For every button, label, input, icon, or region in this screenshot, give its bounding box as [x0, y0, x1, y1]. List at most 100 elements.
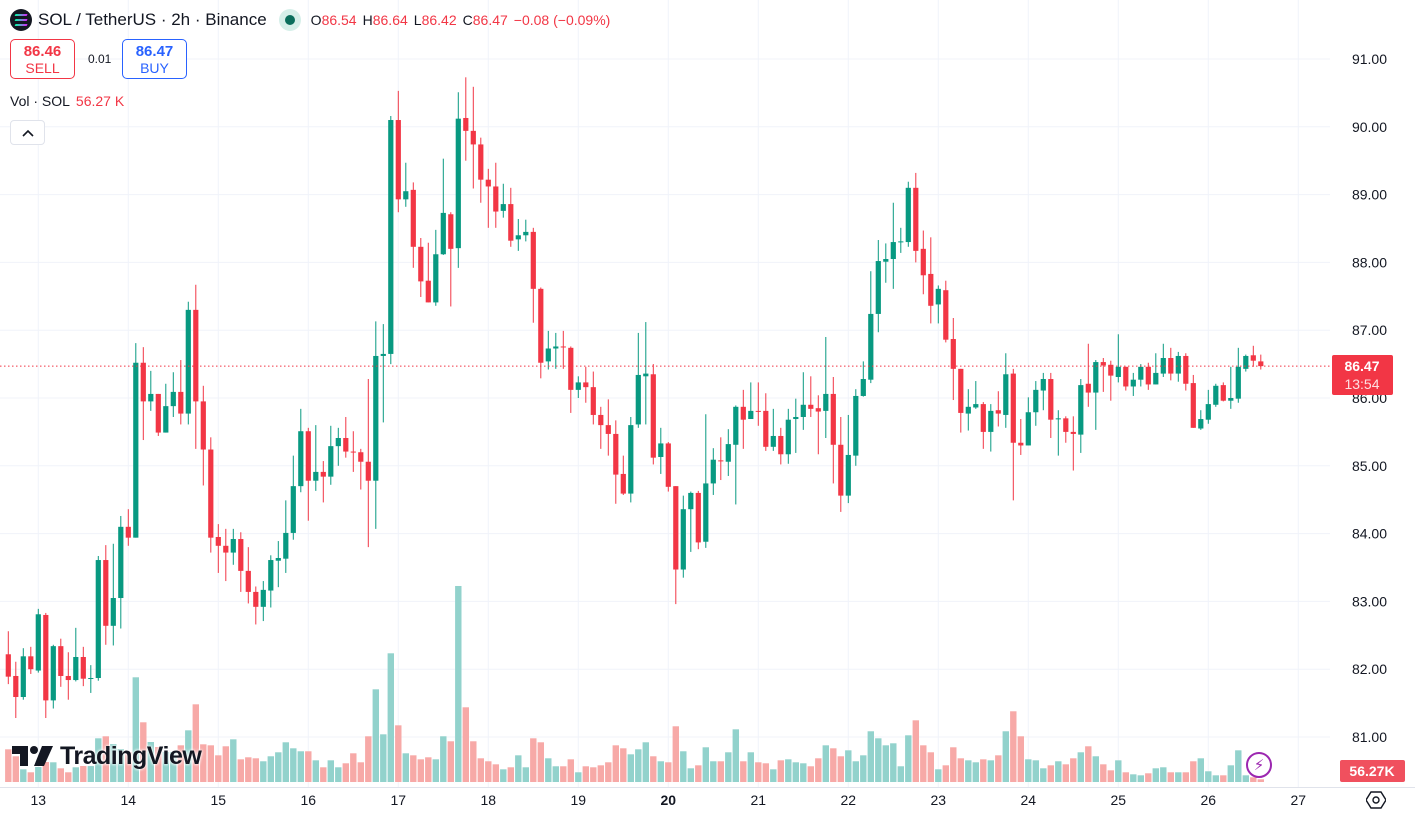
candle-body	[425, 280, 431, 303]
sell-button[interactable]: 86.46 SELL	[10, 39, 75, 79]
candle	[650, 364, 656, 465]
candle	[920, 230, 926, 295]
candle	[1078, 379, 1084, 453]
volume-bar	[620, 748, 627, 782]
volume-bar	[275, 752, 282, 782]
volume-bar	[612, 745, 619, 782]
volume-bar	[117, 749, 124, 782]
candle-body	[440, 212, 446, 255]
volume-bar	[972, 762, 979, 782]
candle	[35, 608, 41, 673]
candle-body	[1153, 372, 1159, 385]
candle	[898, 227, 904, 253]
candle	[658, 427, 664, 474]
volume-legend[interactable]: Vol · SOL 56.27 K	[10, 93, 124, 109]
candle-body	[1078, 385, 1084, 435]
volume-bar	[1010, 711, 1017, 782]
price-axis[interactable]: 91.0090.0089.0088.0087.0086.0085.0084.00…	[1352, 51, 1387, 745]
candle-body	[905, 187, 911, 243]
candle-body	[1138, 366, 1144, 380]
candle-body	[328, 446, 334, 477]
volume-bar	[432, 759, 439, 782]
volume-bar	[155, 747, 162, 782]
buy-button[interactable]: 86.47 BUY	[122, 39, 187, 79]
tradingview-logo[interactable]: TradingView	[12, 741, 202, 771]
price-tick-label: 84.00	[1352, 526, 1387, 542]
candle	[343, 416, 349, 458]
candle	[493, 162, 499, 228]
candle	[80, 646, 86, 687]
candle-body	[545, 348, 551, 362]
volume-bar	[80, 765, 87, 782]
candle-body	[1258, 361, 1264, 367]
candle	[808, 376, 814, 417]
price-tick-label: 82.00	[1352, 661, 1387, 677]
candle-body	[740, 406, 746, 420]
volume-bar	[1145, 773, 1152, 782]
candle	[283, 500, 289, 573]
buy-label: BUY	[140, 60, 169, 76]
volume-bar	[312, 760, 319, 782]
candle-body	[853, 395, 859, 456]
volume-bar	[410, 755, 417, 782]
candle-body	[1235, 366, 1241, 399]
volume-bar	[1197, 758, 1204, 782]
candle-body	[35, 614, 41, 671]
volume-bar	[530, 738, 537, 782]
candle	[838, 416, 844, 512]
time-tick-label: 22	[841, 792, 857, 808]
candle-body	[883, 259, 889, 262]
volume-bar	[845, 750, 852, 782]
volume-bar	[807, 766, 814, 782]
market-open-dot-icon[interactable]	[278, 9, 301, 31]
collapse-legend-button[interactable]	[10, 120, 45, 145]
candle	[643, 322, 649, 425]
candle-body	[1220, 385, 1226, 401]
time-tick-label: 23	[931, 792, 947, 808]
volume-tag: 56.27K	[1340, 760, 1405, 782]
candle-body	[1063, 418, 1069, 432]
volume-bar	[35, 767, 42, 782]
candle	[515, 219, 521, 251]
candle	[470, 86, 476, 189]
volume-bar	[725, 752, 732, 782]
candle	[860, 361, 866, 397]
candle-body	[530, 231, 536, 289]
volume-bar	[800, 763, 807, 782]
candle	[965, 389, 971, 431]
time-axis[interactable]: 13 14 15 16 17 18 19 20 21 22 23 24 25 26 27	[31, 792, 1307, 808]
candle-body	[845, 454, 851, 496]
volume-bar	[980, 759, 987, 782]
candle	[665, 442, 671, 492]
volume-legend-value: 56.27 K	[75, 93, 125, 109]
volume-bar	[192, 704, 199, 782]
volume-bar	[635, 749, 642, 782]
candle-body	[403, 191, 409, 200]
symbol-header: SOL / TetherUS · 2h · Binance O 86.54 H 86…	[10, 8, 610, 32]
candle	[170, 372, 176, 417]
candle	[88, 665, 94, 693]
volume-bar	[260, 761, 267, 782]
volume-bar	[470, 741, 477, 782]
volume-bar	[125, 752, 132, 782]
settings-hexagon-icon[interactable]	[1366, 790, 1386, 810]
candle	[1138, 364, 1144, 387]
candle-body	[1003, 374, 1009, 415]
volume-bar	[875, 738, 882, 782]
volume-tag-value: 56.27K	[1349, 763, 1394, 779]
time-tick-label: 16	[301, 792, 317, 808]
candle-body	[1100, 362, 1106, 366]
volume-bar	[755, 762, 762, 782]
symbol-title[interactable]: SOL / TetherUS · 2h · Binance	[38, 10, 267, 29]
volume-bar	[560, 766, 567, 782]
volume-bar	[1047, 765, 1054, 782]
candle-body	[433, 254, 439, 303]
candle-body	[755, 410, 761, 412]
volume-bar	[327, 760, 334, 782]
lightning-icon[interactable]: ⚡	[1246, 752, 1272, 778]
candle	[290, 455, 296, 540]
candle-body	[365, 461, 371, 481]
low-value: 86.42	[421, 12, 457, 28]
candle	[988, 404, 994, 452]
